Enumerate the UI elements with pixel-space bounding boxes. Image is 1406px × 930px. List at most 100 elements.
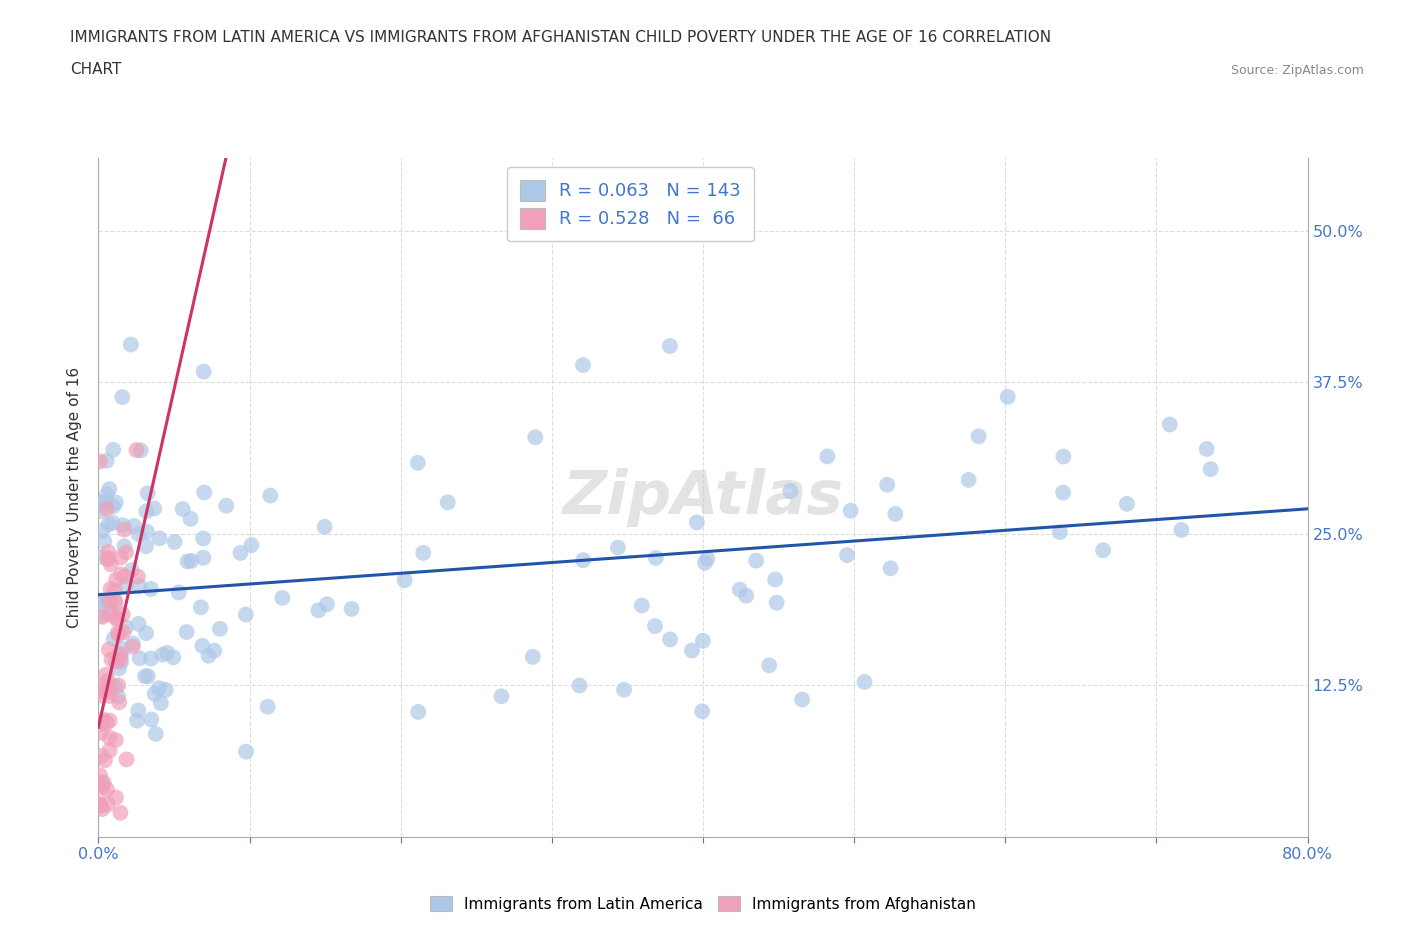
Point	[1195, 442, 1218, 457]
Point	[1092, 543, 1115, 558]
Point	[572, 358, 595, 373]
Point	[129, 443, 152, 458]
Point	[91, 593, 114, 608]
Point	[122, 519, 145, 534]
Point	[97, 551, 120, 566]
Point	[90, 684, 112, 698]
Point	[115, 545, 138, 560]
Text: Source: ZipAtlas.com: Source: ZipAtlas.com	[1230, 64, 1364, 77]
Point	[1115, 497, 1137, 512]
Point	[202, 644, 225, 658]
Point	[193, 485, 215, 499]
Point	[394, 573, 416, 588]
Point	[790, 692, 813, 707]
Point	[103, 631, 125, 646]
Point	[631, 598, 654, 613]
Point	[148, 681, 170, 696]
Point	[110, 567, 132, 582]
Point	[696, 551, 718, 566]
Point	[139, 651, 162, 666]
Point	[613, 683, 636, 698]
Point	[957, 472, 980, 487]
Point	[853, 674, 876, 689]
Point	[105, 611, 128, 626]
Point	[141, 712, 163, 727]
Point	[235, 744, 257, 759]
Point	[91, 609, 114, 624]
Point	[644, 618, 666, 633]
Point	[967, 429, 990, 444]
Point	[127, 569, 149, 584]
Point	[96, 667, 118, 682]
Point	[728, 582, 751, 597]
Text: ZipAtlas: ZipAtlas	[562, 468, 844, 527]
Legend: Immigrants from Latin America, Immigrants from Afghanistan: Immigrants from Latin America, Immigrant…	[425, 889, 981, 918]
Point	[97, 517, 120, 532]
Point	[1052, 449, 1074, 464]
Point	[90, 608, 112, 623]
Point	[98, 594, 121, 609]
Point	[89, 796, 111, 811]
Point	[111, 390, 134, 405]
Point	[522, 649, 544, 664]
Point	[143, 501, 166, 516]
Text: IMMIGRANTS FROM LATIN AMERICA VS IMMIGRANTS FROM AFGHANISTAN CHILD POVERTY UNDER: IMMIGRANTS FROM LATIN AMERICA VS IMMIGRA…	[70, 30, 1052, 45]
Point	[98, 680, 121, 695]
Point	[143, 686, 166, 701]
Point	[112, 522, 135, 537]
Point	[89, 798, 111, 813]
Point	[90, 749, 112, 764]
Point	[149, 696, 172, 711]
Point	[100, 605, 122, 620]
Point	[758, 658, 780, 672]
Point	[215, 498, 238, 513]
Point	[110, 648, 132, 663]
Point	[96, 782, 118, 797]
Point	[152, 647, 174, 662]
Point	[104, 655, 127, 670]
Point	[96, 487, 118, 502]
Point	[127, 703, 149, 718]
Point	[135, 626, 157, 641]
Point	[193, 531, 215, 546]
Point	[134, 669, 156, 684]
Point	[96, 715, 118, 730]
Point	[98, 713, 121, 728]
Point	[779, 484, 801, 498]
Point	[406, 705, 429, 720]
Point	[763, 572, 786, 587]
Point	[91, 714, 114, 729]
Point	[1159, 417, 1181, 432]
Point	[128, 526, 150, 541]
Point	[316, 597, 339, 612]
Point	[94, 753, 117, 768]
Point	[884, 507, 907, 522]
Point	[107, 689, 129, 704]
Point	[135, 538, 157, 553]
Point	[271, 591, 294, 605]
Point	[128, 651, 150, 666]
Point	[167, 585, 190, 600]
Point	[111, 518, 134, 533]
Point	[111, 607, 134, 622]
Point	[692, 633, 714, 648]
Point	[110, 652, 132, 667]
Point	[98, 688, 121, 703]
Point	[176, 625, 198, 640]
Point	[120, 337, 142, 352]
Point	[108, 661, 131, 676]
Point	[108, 646, 131, 661]
Point	[436, 495, 458, 510]
Point	[121, 639, 143, 654]
Point	[97, 595, 120, 610]
Point	[835, 548, 858, 563]
Point	[93, 534, 115, 549]
Point	[690, 704, 713, 719]
Point	[104, 495, 127, 510]
Point	[98, 607, 121, 622]
Point	[135, 504, 157, 519]
Point	[94, 494, 117, 509]
Point	[193, 365, 215, 379]
Point	[879, 561, 901, 576]
Point	[1049, 525, 1071, 539]
